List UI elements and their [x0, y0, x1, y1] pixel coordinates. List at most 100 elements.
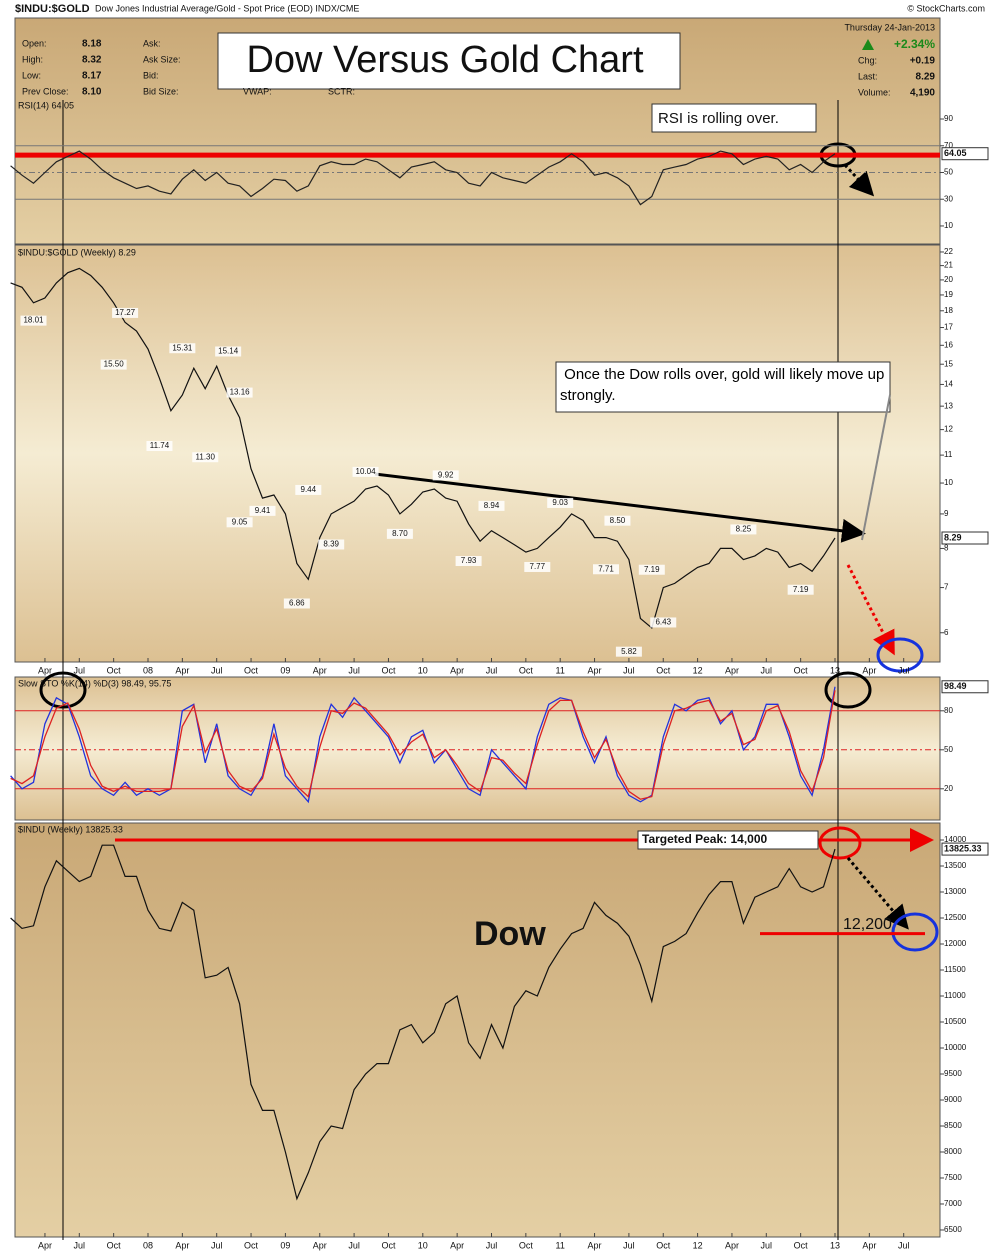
field-value: 8.18 — [82, 39, 102, 50]
x-tick-label: Oct — [244, 1240, 259, 1250]
y-tick-label: 10000 — [944, 1043, 967, 1052]
x-tick-label: 09 — [280, 1240, 290, 1250]
y-tick-label: 10500 — [944, 1017, 967, 1026]
annotation: 12,200 — [843, 916, 892, 933]
point-label: 7.77 — [530, 562, 546, 571]
y-tick-label: 11 — [944, 450, 953, 459]
point-label: 8.70 — [392, 529, 408, 538]
x-tick-label: Apr — [175, 665, 189, 675]
x-tick-label: Jul — [761, 1240, 773, 1250]
x-tick-label: Jul — [623, 1240, 635, 1250]
y-tick-label: 16 — [944, 340, 953, 349]
field-value: 8.17 — [82, 71, 102, 82]
point-label-box — [146, 441, 173, 452]
x-tick-label: Apr — [725, 665, 739, 675]
point-label-box — [615, 646, 642, 657]
point-label-box — [226, 517, 253, 528]
point-label: 11.30 — [196, 452, 216, 461]
x-tick-label: Apr — [313, 1240, 327, 1250]
point-label: 8.94 — [484, 501, 500, 510]
y-tick-label: 14000 — [944, 835, 967, 844]
panel-title: Slow STO %K(14) %D(3) 98.49, 95.75 — [18, 678, 171, 688]
y-tick-label: 17 — [944, 323, 953, 332]
point-label: 15.31 — [172, 343, 193, 352]
arrow — [846, 564, 895, 656]
x-tick-label: Apr — [862, 665, 876, 675]
y-tick-label: 9000 — [944, 1095, 962, 1104]
field-label: Last: — [858, 71, 878, 81]
last-value-label: 98.49 — [944, 681, 967, 691]
annotation-box — [637, 830, 819, 850]
y-tick-label: 9 — [944, 509, 949, 518]
point-label: 9.03 — [552, 498, 568, 507]
point-label-box — [215, 346, 242, 357]
x-tick-label: Oct — [107, 665, 122, 675]
last-value-box — [941, 147, 989, 161]
point-label-box — [249, 505, 276, 516]
y-tick-label: 13500 — [944, 861, 967, 870]
x-tick-label: Apr — [725, 1240, 739, 1250]
field-label: Prev Close: — [22, 86, 69, 96]
x-tick-label: Oct — [656, 1240, 671, 1250]
point-label: 6.86 — [289, 599, 305, 608]
point-label-box — [100, 359, 127, 370]
y-tick-label: 6500 — [944, 1225, 962, 1234]
point-label-box — [524, 561, 551, 572]
field-label: Volume: — [858, 87, 891, 97]
x-tick-label: Oct — [794, 1240, 809, 1250]
field-label: VWAP: — [243, 86, 272, 96]
y-tick-label: 20 — [944, 784, 953, 793]
annotation-wrap: Once the Dow rolls over, gold will likel… — [560, 366, 884, 404]
y-tick-label: 8500 — [944, 1121, 962, 1130]
x-tick-label: Apr — [588, 1240, 602, 1250]
y-tick-label: 8000 — [944, 1147, 962, 1156]
annotation: RSI is rolling over. — [658, 110, 779, 127]
trendline — [374, 472, 866, 543]
point-label-box — [112, 307, 139, 318]
x-tick-label: Jul — [486, 1240, 498, 1250]
y-tick-label: 22 — [944, 247, 953, 256]
chart-title: Dow Versus Gold Chart — [246, 39, 643, 81]
date: Thursday 24-Jan-2013 — [844, 22, 935, 32]
x-tick-label: 08 — [143, 665, 153, 675]
x-tick-label: Jul — [348, 665, 360, 675]
y-tick-label: 12 — [944, 425, 953, 434]
field-label: Chg: — [858, 55, 877, 65]
x-tick-label: 08 — [143, 1240, 153, 1250]
series-line — [10, 686, 836, 804]
panel-ratio — [14, 244, 941, 663]
x-tick-label: Jul — [898, 1240, 910, 1250]
point-label: 10.04 — [356, 467, 377, 476]
x-tick-label: Jul — [348, 1240, 360, 1250]
y-tick-label: 7500 — [944, 1173, 962, 1182]
point-label-box — [169, 343, 196, 354]
last-value-box — [941, 680, 989, 694]
x-tick-label: Apr — [862, 1240, 876, 1250]
field-label: Open: — [22, 38, 47, 48]
x-tick-label: Apr — [38, 665, 52, 675]
field-value: 8.32 — [82, 55, 102, 66]
x-tick-label: Apr — [450, 1240, 464, 1250]
field-value: 8.10 — [82, 87, 102, 98]
point-label-box — [478, 500, 505, 511]
x-tick-label: 09 — [280, 665, 290, 675]
field-label: Bid: — [143, 70, 159, 80]
y-tick-label: 8 — [944, 544, 949, 553]
point-label: 18.01 — [23, 316, 44, 325]
point-label: 9.92 — [438, 471, 454, 480]
x-tick-label: Jul — [211, 1240, 223, 1250]
series-line — [10, 690, 836, 800]
last-value-box — [941, 531, 989, 545]
point-label: 9.41 — [255, 506, 271, 515]
symbol: $INDU:$GOLD — [15, 3, 90, 15]
circle — [39, 671, 87, 709]
point-label: 8.25 — [736, 525, 752, 534]
up-arrow — [862, 39, 874, 50]
annotation-box — [555, 361, 891, 413]
y-tick-label: 14 — [944, 380, 953, 389]
x-tick-label: Jul — [898, 665, 910, 675]
x-tick-label: Apr — [38, 1240, 52, 1250]
y-tick-label: 12500 — [944, 913, 967, 922]
y-tick-label: 21 — [944, 261, 953, 270]
point-label: 7.71 — [598, 564, 614, 573]
